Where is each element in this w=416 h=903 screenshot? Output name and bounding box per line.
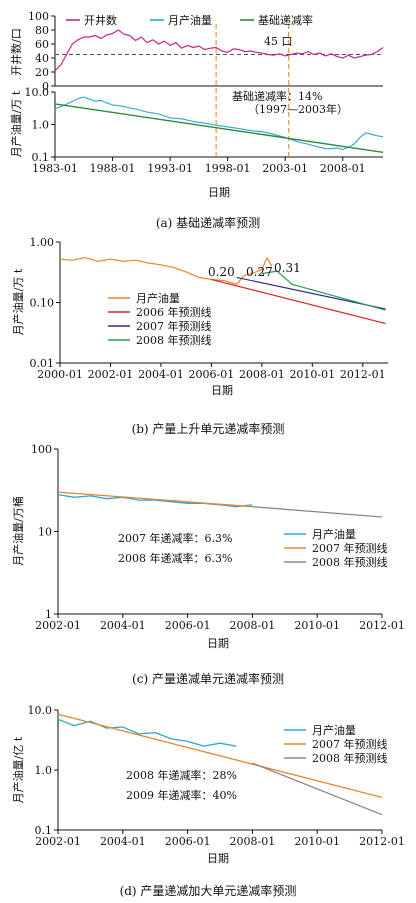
panel-c-xtick-label-4: 2010-01 xyxy=(294,619,340,632)
panel-a-bottom-ylabel: 月产油量/万 t xyxy=(9,90,23,157)
panel-a-series-wells xyxy=(54,29,384,72)
panel-a-legend-label-0: 开井数 xyxy=(84,13,117,27)
panel-d-series-1 xyxy=(57,713,383,799)
panel-a-annotation-period: （1997—2003年） xyxy=(248,102,348,116)
panel-d-legend-label-0: 月产油量 xyxy=(312,723,356,737)
panel-d-xtick-label-4: 2010-01 xyxy=(294,835,340,848)
panel-d-xtick-label-3: 2008-01 xyxy=(230,835,276,848)
panel-a-top-ytick-label-4: 80 xyxy=(35,24,49,37)
panel-d-annotation-0: 2008 年递减率：28% xyxy=(126,768,237,782)
panel-d-ytick-label-1: 1.0 xyxy=(35,764,53,777)
panel-d-ytick-label-2: 10.0 xyxy=(28,704,53,717)
panel-c-xtick-label-0: 2002-01 xyxy=(35,619,81,632)
panel-c-series-1 xyxy=(57,491,253,508)
panel-b-xtick-label-1: 2002-01 xyxy=(88,368,134,381)
panel-c-xlabel: 日期 xyxy=(207,637,229,650)
panel-b-ytick-label-2: 1.00 xyxy=(30,236,55,249)
panel-a-bottom-ytick-label-1: 1.0 xyxy=(32,119,50,132)
panel-b-legend-label-3: 2008 年预测线 xyxy=(136,333,212,347)
panel-b-series-3 xyxy=(261,270,386,311)
panel-a-xtick-label-0: 1983-01 xyxy=(32,162,78,175)
panel-b-legend-label-2: 2007 年预测线 xyxy=(136,319,212,333)
panel-a-legend-label-1: 月产油量 xyxy=(168,13,212,27)
panel-b-ytick-label-0: 0.01 xyxy=(30,357,55,370)
panel-b-xtick-label-6: 2012-01 xyxy=(340,368,386,381)
panel-a-legend-label-2: 基础递减率 xyxy=(258,13,313,27)
panel-b-annotation-1: 0.27 xyxy=(246,265,273,279)
panel-a-top-ytick-label-2: 40 xyxy=(35,52,49,65)
panel-b-xlabel: 日期 xyxy=(211,384,233,397)
panel-a-series-1 xyxy=(54,103,384,153)
panel-c-xtick-label-3: 2008-01 xyxy=(230,619,276,632)
panel-d-series-0 xyxy=(57,718,237,747)
panel-b-legend-label-0: 月产油量 xyxy=(136,291,180,305)
panel-b-ytick-label-1: 0.10 xyxy=(30,297,55,310)
panel-d-series-2 xyxy=(252,762,383,816)
panel-b-annotation-2: 0.31 xyxy=(274,261,301,275)
panel-a-xtick-label-4: 2003-01 xyxy=(262,162,308,175)
panel-c-ytick-label-1: 10 xyxy=(38,526,52,539)
panel-a-xtick-label-5: 2008-01 xyxy=(320,162,366,175)
panel-d-annotation-1: 2009 年递减率：40% xyxy=(126,788,237,802)
panel-d-xtick-label-2: 2006-01 xyxy=(165,835,211,848)
panel-d-legend-label-2: 2008 年预测线 xyxy=(312,751,388,765)
panel-d-ylabel: 月产油量/亿 t xyxy=(11,736,25,803)
panel-d-xtick-label-0: 2002-01 xyxy=(35,835,81,848)
panel-c-series-2 xyxy=(252,506,383,518)
panel-a-xtick-label-3: 1998-01 xyxy=(205,162,251,175)
panel-b-series-1 xyxy=(211,278,386,325)
panel-a-top-ytick-label-3: 60 xyxy=(35,38,49,51)
panel-a-series-0 xyxy=(54,96,384,151)
panel-b-xtick-label-0: 2000-01 xyxy=(37,368,83,381)
panel-d-ytick-label-0: 0.1 xyxy=(35,824,53,837)
caption-b: (b) 产量上升单元递减率预测 xyxy=(131,422,285,436)
panel-b-ylabel: 月产油量/万 t xyxy=(11,268,25,335)
panel-a-xlabel: 日期 xyxy=(208,186,230,199)
panel-b-xtick-label-3: 2006-01 xyxy=(189,368,235,381)
panel-d-xtick-label-1: 2004-01 xyxy=(100,835,146,848)
panel-a-xtick-label-2: 1993-01 xyxy=(147,162,193,175)
panel-b-xtick-label-4: 2008-01 xyxy=(239,368,285,381)
caption-d: (d) 产量递减加大单元递减率预测 xyxy=(119,884,297,898)
panel-a-bottom-ytick-label-0: 0.1 xyxy=(32,151,50,164)
panel-a-bottom-ytick-label-2: 10.0 xyxy=(25,86,50,99)
panel-a-top-ytick-label-1: 20 xyxy=(35,66,49,79)
panel-c-ytick-label-2: 100 xyxy=(31,443,52,456)
panel-b-legend-label-1: 2006 年预测线 xyxy=(136,305,212,319)
panel-a-top-ytick-label-5: 100 xyxy=(28,10,49,23)
panel-c-xtick-label-2: 2006-01 xyxy=(165,619,211,632)
panel-d-legend-label-1: 2007 年预测线 xyxy=(312,737,388,751)
panel-d-xlabel: 日期 xyxy=(207,852,229,865)
panel-c-annotation-1: 2008 年递减率：6.3% xyxy=(118,551,232,565)
panel-b-annotation-0: 0.20 xyxy=(208,265,235,279)
caption-a: (a) 基础递减率预测 xyxy=(155,216,261,230)
panel-c-legend-label-0: 月产油量 xyxy=(312,527,356,541)
panel-a-annotation-rate: 基础递减率：14% xyxy=(232,89,322,103)
panel-c-ylabel: 月产油量/万桶 xyxy=(11,496,25,566)
panel-c-legend-label-2: 2008 年预测线 xyxy=(312,555,388,569)
panel-c-ytick-label-0: 1 xyxy=(45,608,52,621)
panel-a-top-ytick-label-0: 0 xyxy=(42,80,49,93)
caption-c: (c) 产量递减单元递减率预测 xyxy=(132,672,284,686)
panel-c-xtick-label-5: 2012-01 xyxy=(359,619,405,632)
panel-b-series-0 xyxy=(59,257,273,285)
panel-a-annotation-45: 45 口 xyxy=(264,35,293,48)
panel-c-annotation-0: 2007 年递减率：6.3% xyxy=(118,531,232,545)
panel-a-xtick-label-1: 1988-01 xyxy=(90,162,136,175)
panel-a-top-ylabel: 开井数/口 xyxy=(9,28,23,76)
panel-d-xtick-label-5: 2012-01 xyxy=(359,835,405,848)
panel-c-legend-label-1: 2007 年预测线 xyxy=(312,541,388,555)
panel-c-xtick-label-1: 2004-01 xyxy=(100,619,146,632)
panel-b-xtick-label-5: 2010-01 xyxy=(289,368,335,381)
panel-b-xtick-label-2: 2004-01 xyxy=(138,368,184,381)
